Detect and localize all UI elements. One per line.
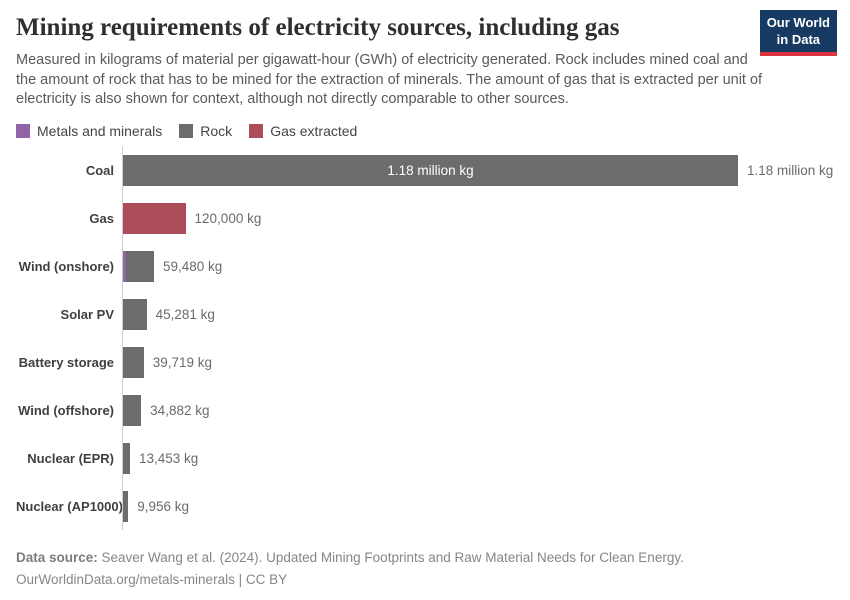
owid-logo-line1: Our World	[766, 15, 830, 30]
bar-wind-offshore[interactable]	[123, 394, 142, 426]
legend-item-metals-and-minerals[interactable]: Metals and minerals	[16, 123, 162, 139]
legend-label: Gas extracted	[270, 123, 358, 140]
bar-segment-rock[interactable]	[123, 394, 142, 426]
bar-value-label: 39,719 kg	[152, 354, 212, 370]
bar-segment-rock[interactable]	[123, 154, 738, 186]
page-title: Mining requirements of electricity sourc…	[16, 14, 620, 41]
bar-gas[interactable]	[123, 202, 186, 234]
datasource-label: Data source:	[16, 550, 98, 566]
bar-segment-rock[interactable]	[123, 298, 147, 330]
legend-label: Rock	[200, 123, 233, 140]
chart-row-nuclear-ap1000: Nuclear (AP1000) 9,956 kg	[16, 482, 834, 530]
bar-chart: Coal 1.18 million kg 1.18 million kg Gas 120…	[16, 146, 834, 531]
bar-solar-pv[interactable]	[123, 298, 147, 330]
datasource-text: Seaver Wang et al. (2024). Updated Minin…	[97, 550, 684, 566]
category-label: Battery storage	[18, 354, 114, 370]
chart-footer: Data source: Seaver Wang et al. (2024). …	[16, 547, 834, 591]
chart-row-gas: Gas 120,000 kg	[16, 194, 834, 242]
category-label: Wind (onshore)	[18, 258, 114, 274]
bar-value-label: 1.18 million kg	[747, 162, 834, 178]
bar-value-label: 59,480 kg	[162, 258, 223, 274]
category-label: Nuclear (EPR)	[27, 450, 114, 466]
legend-swatch-gas-extracted	[249, 124, 264, 139]
bar-area: 39,719 kg	[122, 346, 834, 378]
bar-segment-rock[interactable]	[123, 346, 144, 378]
bar-segment-rock[interactable]	[125, 250, 154, 282]
category-label: Nuclear (AP1000)	[16, 498, 123, 514]
bar-segment-metals-and-minerals[interactable]	[123, 250, 126, 282]
bar-value-label: 34,882 kg	[150, 402, 210, 418]
bar-nuclear-ap1000[interactable]	[123, 490, 129, 522]
category-label: Wind (offshore)	[18, 402, 114, 418]
chart-row-nuclear-epr: Nuclear (EPR) 13,453 kg	[16, 434, 834, 482]
chart-row-wind-offshore: Wind (offshore) 34,882 kg	[16, 386, 834, 434]
legend-swatch-metals-and-minerals	[16, 124, 30, 139]
bar-coal[interactable]: 1.18 million kg	[123, 154, 738, 186]
bar-battery-storage[interactable]	[123, 346, 144, 378]
bar-value-label: 45,281 kg	[155, 306, 215, 322]
bar-segment-rock[interactable]	[123, 442, 130, 474]
chart-row-battery-storage: Battery storage 39,719 kg	[16, 338, 834, 386]
bar-area: 1.18 million kg 1.18 million kg	[122, 154, 834, 186]
legend: Metals and minerals Rock Gas extracted	[16, 123, 834, 139]
license-line[interactable]: OurWorldinData.org/metals-minerals | CC …	[16, 572, 288, 588]
chart-row-coal: Coal 1.18 million kg 1.18 million kg	[16, 146, 834, 194]
bar-inside-value-label: 1.18 million kg	[387, 162, 474, 178]
bar-segment-gas-extracted[interactable]	[123, 202, 186, 234]
bar-area: 9,956 kg	[122, 490, 834, 522]
bar-area: 120,000 kg	[122, 202, 834, 234]
bar-value-label: 120,000 kg	[194, 210, 262, 226]
y-axis-line	[122, 146, 123, 531]
bar-area: 13,453 kg	[122, 442, 834, 474]
owid-logo[interactable]: Our World in Data	[759, 10, 837, 56]
category-label: Coal	[85, 162, 114, 178]
legend-item-gas-extracted[interactable]: Gas extracted	[249, 123, 357, 139]
owid-logo-line2: in Data	[776, 31, 821, 47]
bar-segment-rock[interactable]	[123, 490, 129, 522]
legend-item-rock[interactable]: Rock	[179, 123, 232, 139]
bar-area: 45,281 kg	[122, 298, 834, 330]
bar-nuclear-epr[interactable]	[123, 442, 130, 474]
category-label: Solar PV	[60, 306, 114, 322]
category-label: Gas	[89, 210, 114, 226]
chart-rows: Coal 1.18 million kg 1.18 million kg Gas 120…	[16, 146, 834, 530]
chart-row-wind-onshore: Wind (onshore) 59,480 kg	[16, 242, 834, 290]
bar-value-label: 13,453 kg	[139, 450, 199, 466]
bar-area: 59,480 kg	[122, 250, 834, 282]
bar-area: 34,882 kg	[122, 394, 834, 426]
legend-label: Metals and minerals	[37, 123, 163, 140]
legend-swatch-rock	[179, 124, 194, 139]
bar-value-label: 9,956 kg	[137, 498, 189, 514]
bar-wind-onshore[interactable]	[123, 250, 154, 282]
datasource-line: Data source: Seaver Wang et al. (2024). …	[16, 547, 834, 569]
chart-row-solar-pv: Solar PV 45,281 kg	[16, 290, 834, 338]
chart-subtitle: Measured in kilograms of material per gi…	[16, 52, 763, 108]
